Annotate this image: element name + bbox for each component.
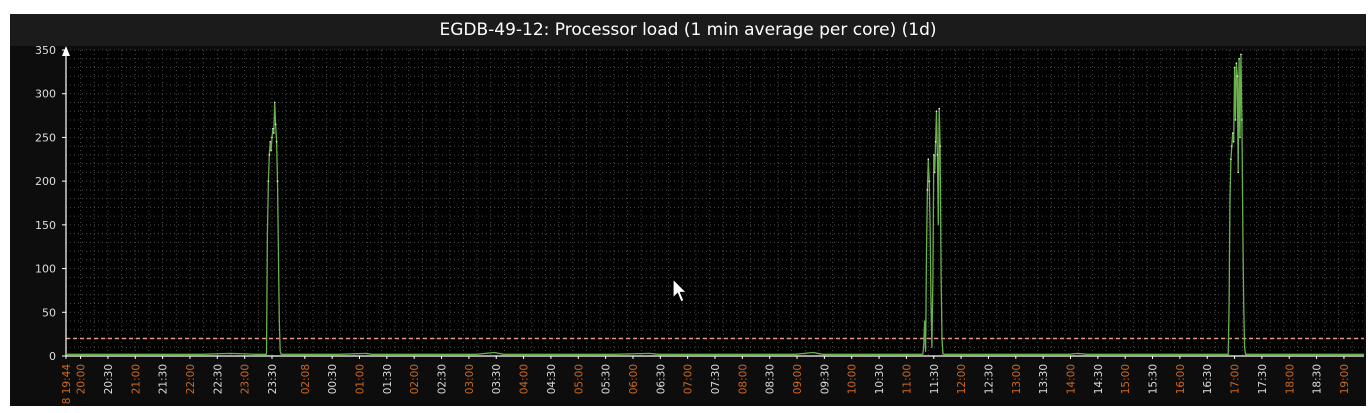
x-tick-label: 01:30 <box>382 364 394 394</box>
x-tick-label: 21:30 <box>158 364 170 394</box>
x-tick-label: 05:00 <box>573 364 585 394</box>
x-tick-label: 04:30 <box>546 364 558 394</box>
x-tick-label: 02:30 <box>437 364 449 394</box>
x-tick-label: 17:00 <box>1230 364 1242 394</box>
data-point <box>1241 119 1243 121</box>
x-tick-label: 11:00 <box>901 364 913 394</box>
x-tick-label: 17:30 <box>1257 364 1269 394</box>
processor-load-chart: 0 50 100 150 200 250 300 350 8 19:44 20:00 20:30 21… <box>35 46 1364 405</box>
x-tick-label: 05:30 <box>601 364 613 394</box>
x-tick-label: 21:00 <box>130 364 142 394</box>
x-tick-label: 12:00 <box>956 364 968 394</box>
y-axis-arrow <box>62 46 70 56</box>
data-point <box>1239 136 1241 139</box>
x-tick-label: 18:00 <box>1284 364 1296 394</box>
mouse-cursor-icon <box>672 278 688 303</box>
x-tick-label: 20:00 <box>76 364 88 394</box>
y-tick-label: 200 <box>35 175 56 188</box>
x-tick-label: 10:30 <box>874 364 886 394</box>
y-tick-label: 50 <box>42 306 56 319</box>
x-tick-label: 23:30 <box>267 364 279 394</box>
chart-title: EGDB-49-12: Processor load (1 min averag… <box>10 14 1366 46</box>
data-point <box>935 110 938 112</box>
y-tick-label: 100 <box>35 263 56 276</box>
data-point <box>938 107 941 110</box>
x-tick-label: 11:30 <box>929 364 941 394</box>
data-point <box>267 180 270 182</box>
data-point <box>926 189 929 191</box>
x-tick-label: 09:00 <box>792 364 804 394</box>
x-tick-label: 15:00 <box>1120 364 1132 394</box>
x-tick-label: 13:00 <box>1011 364 1023 394</box>
chart-panel: EGDB-49-12: Processor load (1 min averag… <box>10 14 1366 406</box>
x-tick-label: 8 19:44 <box>61 364 73 405</box>
data-point <box>1238 57 1240 60</box>
data-point <box>272 127 274 130</box>
data-point <box>1230 158 1232 161</box>
x-tick-label: 12:30 <box>983 364 995 394</box>
x-tick-label: 06:30 <box>655 364 667 394</box>
x-tick-label: 09:30 <box>819 364 831 394</box>
y-tick-label: 250 <box>35 131 56 144</box>
data-point <box>928 180 931 182</box>
plot-area <box>66 50 1364 356</box>
data-point <box>934 141 937 143</box>
data-point <box>269 141 271 143</box>
x-tick-label: 16:30 <box>1202 364 1214 394</box>
data-point <box>1235 62 1238 64</box>
x-tick-label: 03:30 <box>491 364 503 394</box>
x-tick-label: 08:30 <box>765 364 777 394</box>
x-tick-label: 06:00 <box>628 364 640 394</box>
x-tick-label: 23:00 <box>240 364 252 394</box>
data-point <box>1240 53 1242 56</box>
data-point <box>274 123 277 126</box>
x-tick-label: 10:00 <box>847 364 859 394</box>
data-point <box>932 154 935 156</box>
data-point <box>270 149 272 152</box>
data-point <box>936 154 939 156</box>
x-tick-label: 20:30 <box>103 364 115 394</box>
data-point <box>1236 75 1239 78</box>
y-tick-label: 0 <box>49 350 56 363</box>
data-point <box>927 158 930 161</box>
x-tick-label: 03:00 <box>464 364 476 394</box>
data-point <box>933 171 936 174</box>
x-tick-label: 22:30 <box>212 364 224 394</box>
data-point <box>273 132 275 134</box>
x-tick-label: 07:30 <box>710 364 722 394</box>
x-tick-label: 19:00 <box>1339 364 1351 394</box>
y-tick-label: 350 <box>35 46 56 57</box>
x-tick-label: 13:30 <box>1038 364 1050 394</box>
data-point <box>273 101 276 104</box>
data-point <box>276 180 279 182</box>
x-tick-label: 22:00 <box>185 364 197 394</box>
data-point <box>1231 132 1234 134</box>
x-tick-label: 14:00 <box>1065 364 1077 394</box>
y-tick-label: 150 <box>35 219 56 232</box>
data-point <box>1232 141 1235 143</box>
x-tick-label: 02:08 <box>300 364 312 394</box>
x-tick-label: 14:30 <box>1093 364 1105 394</box>
data-point <box>1234 119 1237 121</box>
x-tick-label: 16:00 <box>1175 364 1187 394</box>
data-point <box>1231 145 1233 147</box>
x-tick-label: 18:30 <box>1312 364 1324 394</box>
x-tick-label: 01:00 <box>355 364 367 394</box>
data-point <box>939 145 941 147</box>
x-tick-label: 07:00 <box>683 364 695 394</box>
x-tick-label: 00:30 <box>327 364 339 394</box>
x-tick-label: 04:00 <box>519 364 531 394</box>
y-tick-label: 300 <box>35 88 56 101</box>
x-tick-label: 02:00 <box>409 364 421 394</box>
x-tick-label: 08:00 <box>737 364 749 394</box>
data-point <box>275 141 278 143</box>
x-tick-label: 15:30 <box>1148 364 1160 394</box>
data-point <box>271 136 273 139</box>
data-point <box>1233 66 1236 69</box>
data-point <box>1237 171 1240 174</box>
data-point <box>268 154 271 156</box>
